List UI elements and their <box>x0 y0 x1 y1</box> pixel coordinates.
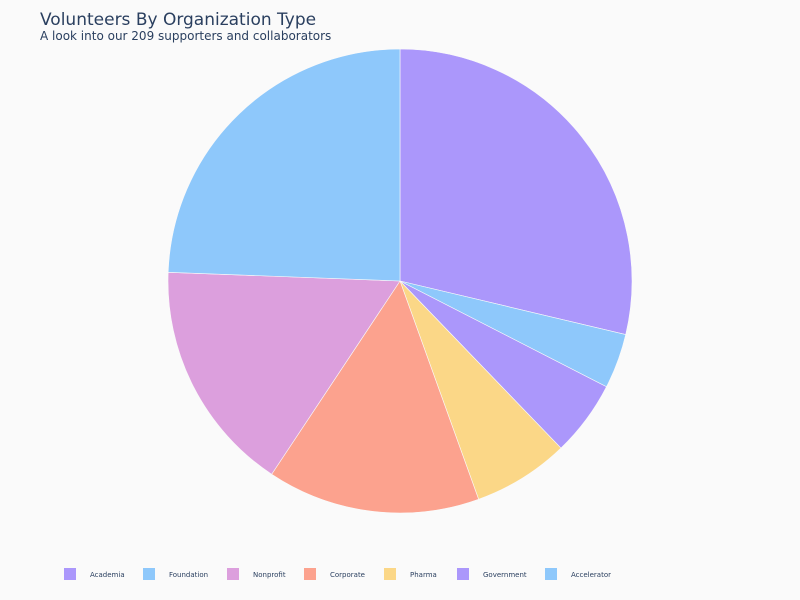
pie-slice-corporate[interactable] <box>271 280 480 514</box>
legend-swatch-accelerator[interactable] <box>545 568 557 580</box>
legend-swatch-pharma[interactable] <box>384 568 396 580</box>
chart-title: Volunteers By Organization Type <box>40 10 316 30</box>
pie-slices <box>167 48 633 514</box>
legend-label-government[interactable]: Government <box>483 571 527 579</box>
legend-swatch-corporate[interactable] <box>304 568 316 580</box>
legend-label-foundation[interactable]: Foundation <box>169 571 208 579</box>
legend: Academia Foundation Nonprofit Corporate Phar… <box>64 568 611 580</box>
legend-label-nonprofit[interactable]: Nonprofit <box>253 571 286 579</box>
pie-slice-foundation[interactable] <box>167 48 401 282</box>
legend-label-corporate[interactable]: Corporate <box>330 571 365 579</box>
chart-subtitle: A look into our 209 supporters and colla… <box>40 29 331 43</box>
legend-label-pharma[interactable]: Pharma <box>410 571 437 579</box>
legend-label-academia[interactable]: Academia <box>90 571 125 579</box>
pie-slice-nonprofit[interactable] <box>167 271 401 475</box>
legend-swatch-government[interactable] <box>457 568 469 580</box>
legend-label-accelerator[interactable]: Accelerator <box>571 571 611 579</box>
legend-swatch-foundation[interactable] <box>143 568 155 580</box>
legend-swatch-nonprofit[interactable] <box>227 568 239 580</box>
pie-slice-academia[interactable] <box>399 48 633 335</box>
legend-swatch-academia[interactable] <box>64 568 76 580</box>
